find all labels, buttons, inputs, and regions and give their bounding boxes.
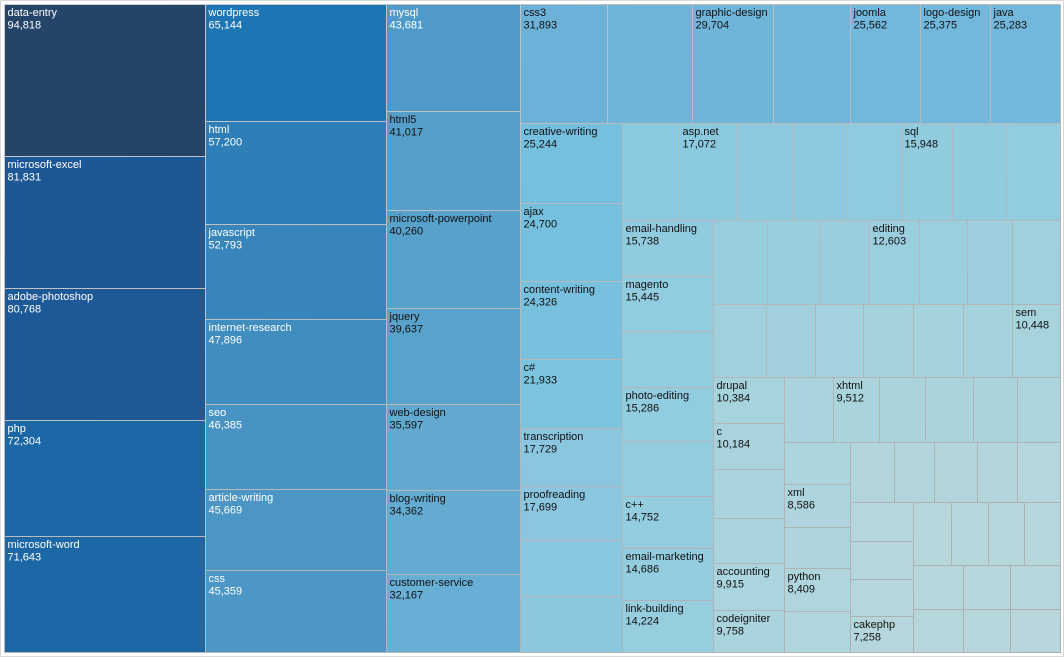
svg-text:sql: sql [905,126,919,138]
svg-text:25,562: 25,562 [854,19,888,31]
svg-text:c++: c++ [626,499,644,511]
svg-text:10,184: 10,184 [717,438,751,450]
svg-text:21,933: 21,933 [524,374,558,386]
svg-text:editing: editing [873,223,905,235]
svg-text:31,893: 31,893 [524,19,558,31]
svg-text:29,704: 29,704 [696,19,730,31]
svg-text:32,167: 32,167 [390,589,424,601]
svg-text:jquery: jquery [389,311,420,323]
svg-text:css: css [209,573,226,585]
svg-text:blog-writing: blog-writing [390,493,446,505]
svg-text:c#: c# [524,362,537,374]
svg-text:logo-design: logo-design [924,7,981,19]
svg-text:link-building: link-building [626,603,684,615]
svg-text:24,700: 24,700 [524,218,558,230]
svg-text:65,144: 65,144 [209,19,243,31]
svg-text:internet-research: internet-research [209,322,292,334]
svg-text:php: php [8,423,26,435]
svg-text:microsoft-word: microsoft-word [8,539,80,551]
svg-text:17,699: 17,699 [524,501,558,513]
svg-text:data-entry: data-entry [8,7,58,19]
svg-text:25,375: 25,375 [924,19,958,31]
svg-text:34,362: 34,362 [390,505,424,517]
svg-text:15,948: 15,948 [905,138,939,150]
svg-text:12,603: 12,603 [873,235,907,247]
svg-text:photo-editing: photo-editing [626,390,690,402]
svg-text:10,448: 10,448 [1016,319,1050,331]
svg-text:adobe-photoshop: adobe-photoshop [8,291,94,303]
svg-text:15,286: 15,286 [626,402,660,414]
svg-text:wordpress: wordpress [208,7,260,19]
svg-text:8,409: 8,409 [788,583,816,595]
svg-text:drupal: drupal [717,380,748,392]
svg-text:html5: html5 [390,114,417,126]
svg-text:javascript: javascript [208,227,255,239]
svg-text:43,681: 43,681 [390,19,424,31]
svg-text:14,752: 14,752 [626,511,660,523]
svg-text:content-writing: content-writing [524,284,596,296]
svg-text:45,359: 45,359 [209,585,243,597]
svg-text:customer-service: customer-service [390,577,474,589]
svg-text:94,818: 94,818 [8,19,42,31]
svg-text:25,283: 25,283 [994,19,1028,31]
svg-text:joomla: joomla [853,7,887,19]
svg-text:10,384: 10,384 [717,392,751,404]
svg-text:c: c [717,426,723,438]
svg-text:25,244: 25,244 [524,138,558,150]
svg-text:41,017: 41,017 [390,126,424,138]
svg-text:14,224: 14,224 [626,615,660,627]
svg-text:80,768: 80,768 [8,303,42,315]
svg-text:35,597: 35,597 [390,419,424,431]
svg-text:71,643: 71,643 [8,551,42,563]
svg-text:46,385: 46,385 [209,419,243,431]
svg-text:transcription: transcription [524,431,584,443]
svg-text:article-writing: article-writing [209,492,274,504]
svg-text:seo: seo [209,407,227,419]
svg-text:graphic-design: graphic-design [696,7,768,19]
svg-text:xml: xml [788,487,805,499]
svg-text:17,729: 17,729 [524,443,558,455]
svg-text:mysql: mysql [390,7,419,19]
svg-text:python: python [788,571,821,583]
svg-text:14,686: 14,686 [626,563,660,575]
svg-text:9,512: 9,512 [837,392,865,404]
svg-text:email-marketing: email-marketing [626,551,704,563]
svg-text:15,738: 15,738 [626,235,660,247]
svg-text:7,258: 7,258 [854,631,882,643]
svg-text:sem: sem [1016,307,1037,319]
svg-text:xhtml: xhtml [837,380,863,392]
svg-text:9,758: 9,758 [717,625,745,637]
svg-text:81,831: 81,831 [8,171,42,183]
svg-text:39,637: 39,637 [390,323,424,335]
svg-text:cakephp: cakephp [854,619,896,631]
svg-text:17,072: 17,072 [683,138,717,150]
svg-text:codeigniter: codeigniter [717,613,771,625]
svg-text:72,304: 72,304 [8,435,42,447]
svg-text:creative-writing: creative-writing [524,126,598,138]
svg-text:web-design: web-design [389,407,446,419]
svg-text:ajax: ajax [524,206,545,218]
svg-text:css3: css3 [524,7,547,19]
svg-text:47,896: 47,896 [209,334,243,346]
svg-text:accounting: accounting [717,566,770,578]
svg-text:email-handling: email-handling [626,223,698,235]
svg-text:java: java [993,7,1015,19]
svg-text:microsoft-powerpoint: microsoft-powerpoint [390,213,492,225]
svg-text:45,669: 45,669 [209,504,243,516]
svg-text:8,586: 8,586 [788,499,816,511]
svg-text:24,326: 24,326 [524,296,558,308]
svg-text:52,793: 52,793 [209,239,243,251]
svg-text:15,445: 15,445 [626,291,660,303]
svg-text:9,915: 9,915 [717,578,745,590]
svg-text:html: html [209,124,230,136]
svg-text:magento: magento [626,279,669,291]
svg-text:microsoft-excel: microsoft-excel [8,159,82,171]
svg-text:proofreading: proofreading [524,489,586,501]
svg-text:57,200: 57,200 [209,136,243,148]
svg-text:asp.net: asp.net [683,126,719,138]
svg-text:40,260: 40,260 [390,225,424,237]
